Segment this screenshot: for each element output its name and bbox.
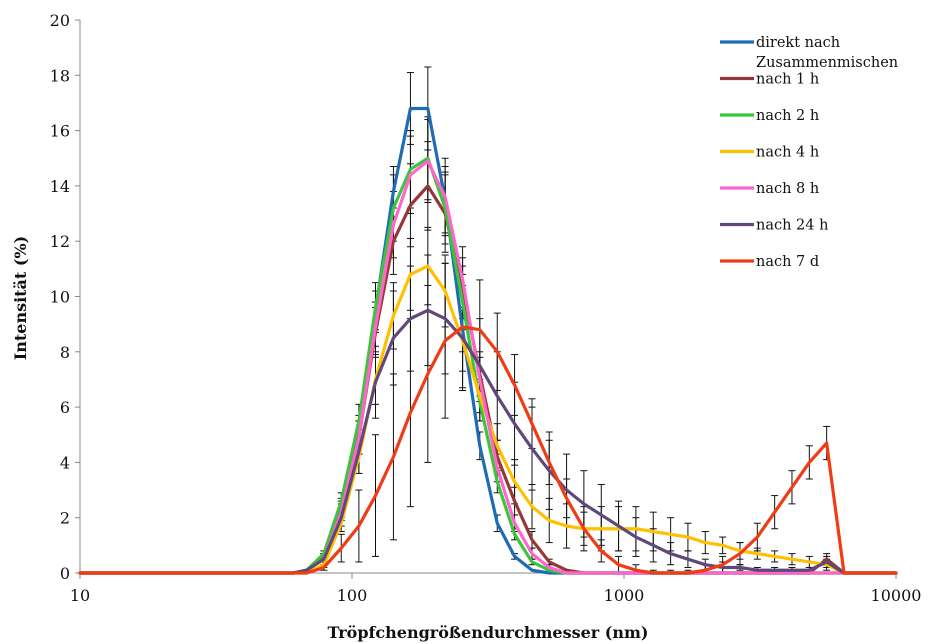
- y-tick-label: 16: [50, 122, 70, 141]
- legend-label-line: Zusammenmischen: [756, 55, 898, 71]
- y-tick-label: 4: [60, 453, 70, 472]
- x-tick-label: 10: [70, 586, 90, 605]
- y-tick-label: 18: [50, 66, 70, 85]
- y-tick-label: 2: [60, 509, 70, 528]
- y-tick-label: 8: [60, 343, 70, 362]
- legend-label: nach 4 h: [756, 145, 819, 161]
- y-axis-ticks: 0 2 4 6 8 10 12 14 16 18 20: [50, 11, 80, 583]
- x-axis-ticks: 10 100 1000 10000: [70, 573, 922, 605]
- legend-label-line: nach 24 h: [756, 218, 828, 234]
- legend-label: direkt nach Zusammenmischen: [756, 35, 898, 71]
- legend-label-line: nach 4 h: [756, 145, 819, 161]
- legend-label-line: direkt nach: [756, 35, 840, 51]
- legend-label-line: nach 8 h: [756, 181, 819, 197]
- series-line-7: [78, 325, 898, 575]
- y-tick-label: 14: [50, 177, 70, 196]
- legend-label: nach 8 h: [756, 181, 819, 197]
- x-tick-label: 1000: [604, 586, 645, 605]
- legend-label: nach 24 h: [756, 218, 828, 234]
- legend-label: nach 2 h: [756, 108, 819, 124]
- y-tick-label: 6: [60, 398, 70, 417]
- y-tick-label: 10: [50, 288, 70, 307]
- legend-label-line: nach 2 h: [756, 108, 819, 124]
- y-tick-label: 12: [50, 232, 70, 251]
- x-tick-label: 100: [337, 586, 368, 605]
- legend-label-line: nach 7 d: [756, 254, 819, 270]
- legend-label: nach 7 d: [756, 254, 819, 270]
- y-tick-label: 0: [60, 564, 70, 583]
- axes: [79, 20, 896, 574]
- x-tick-label: 10000: [871, 586, 922, 605]
- legend-label-line: nach 1 h: [756, 72, 819, 88]
- legend-label: nach 1 h: [756, 72, 819, 88]
- y-axis-title: Intensität (%): [11, 236, 30, 360]
- series-lines: [78, 106, 898, 575]
- y-tick-label: 20: [50, 11, 70, 30]
- x-axis-title: Tröpfchengrößendurchmesser (nm): [328, 623, 649, 642]
